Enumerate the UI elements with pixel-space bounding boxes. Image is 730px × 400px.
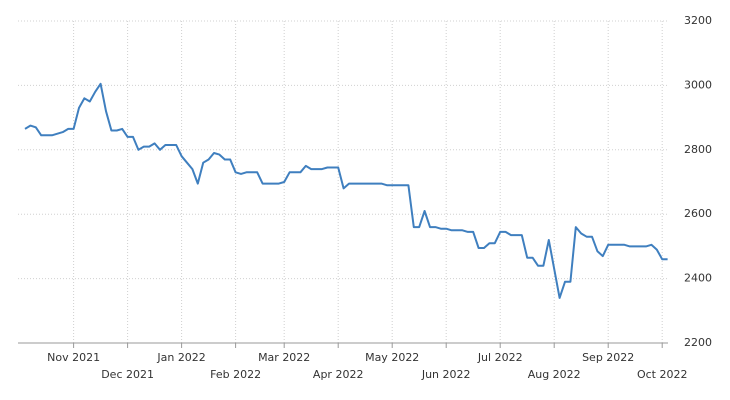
y-tick-label: 2600 xyxy=(684,207,712,220)
x-tick-label: Jan 2022 xyxy=(156,351,205,364)
y-tick-label: 2400 xyxy=(684,272,712,285)
price-line xyxy=(24,82,668,299)
x-tick-label: Sep 2022 xyxy=(582,351,634,364)
y-tick-label: 3000 xyxy=(684,78,712,91)
y-tick-label: 2200 xyxy=(684,336,712,349)
x-tick-label: Jul 2022 xyxy=(477,351,523,364)
x-tick-label: Dec 2021 xyxy=(101,368,154,381)
x-tick-label: Feb 2022 xyxy=(210,368,261,381)
x-tick-label: Apr 2022 xyxy=(313,368,364,381)
x-tick-label: Jun 2022 xyxy=(421,368,471,381)
x-tick-label: May 2022 xyxy=(365,351,419,364)
x-tick-label: Oct 2022 xyxy=(637,368,688,381)
x-tick-label: Mar 2022 xyxy=(258,351,310,364)
y-tick-label: 3200 xyxy=(684,14,712,27)
y-tick-label: 2800 xyxy=(684,143,712,156)
x-tick-label: Aug 2022 xyxy=(528,368,581,381)
x-tick-label: Nov 2021 xyxy=(47,351,100,364)
